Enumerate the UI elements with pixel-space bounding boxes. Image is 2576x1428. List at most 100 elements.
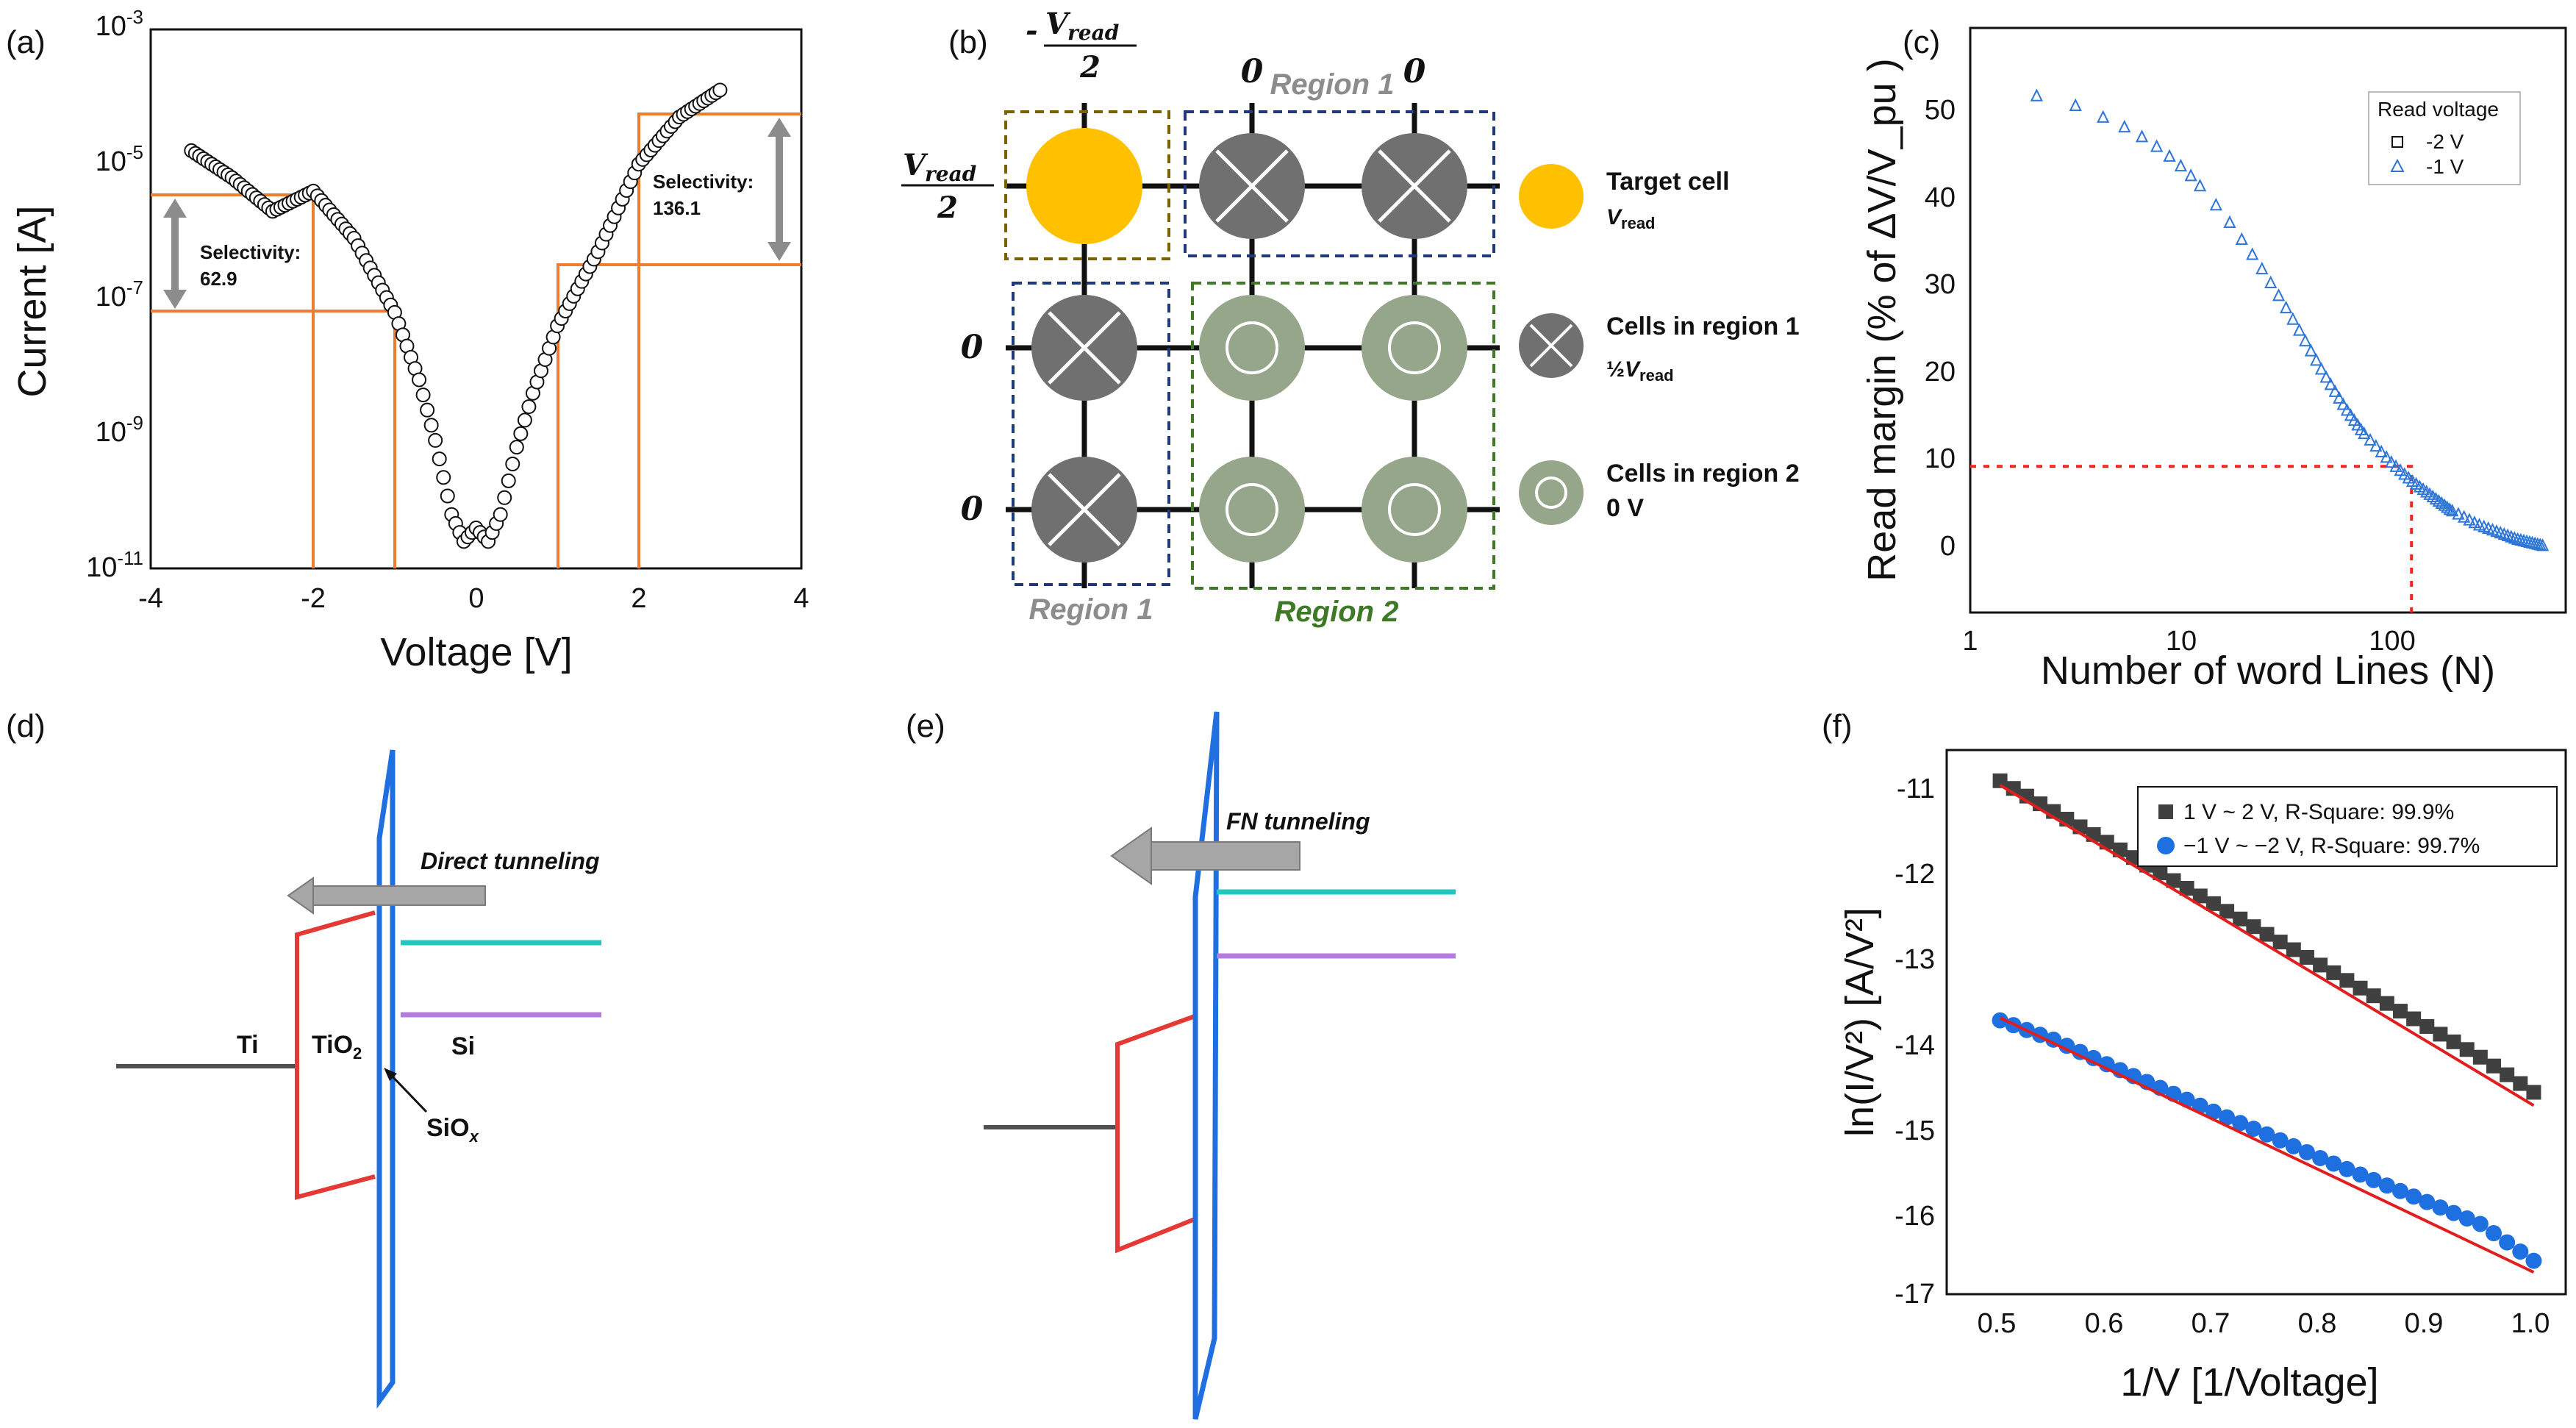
c-legend-item-1: -2 V bbox=[2426, 130, 2464, 153]
f-data-point bbox=[2445, 1204, 2462, 1221]
d-tunnel-arrow-head bbox=[287, 877, 314, 915]
c-data-point bbox=[2319, 370, 2333, 383]
a-sel-left-label: Selectivity: bbox=[200, 241, 301, 263]
f-data-point bbox=[2378, 1177, 2395, 1194]
c-xlabel: Number of word Lines (N) bbox=[2041, 649, 2495, 693]
svg-text:V: V bbox=[1045, 7, 1071, 41]
c-data-point bbox=[2235, 232, 2248, 246]
e-tio2-conduction bbox=[1115, 1014, 1196, 1127]
c-data-point bbox=[2272, 288, 2286, 301]
c-data-point bbox=[2394, 463, 2407, 476]
f-data-point bbox=[2219, 1109, 2236, 1126]
a-data-point bbox=[415, 388, 431, 403]
c-data-point bbox=[2380, 450, 2393, 463]
c-data-point bbox=[2432, 493, 2446, 507]
c-data-point bbox=[2358, 426, 2371, 440]
c-data-point bbox=[2443, 501, 2456, 515]
c-data-point bbox=[2446, 504, 2459, 517]
panel-d: (d) Direct tunneling Ti TiO2 Si SiOx bbox=[6, 708, 601, 1409]
a-sel-right-label: Selectivity: bbox=[653, 171, 754, 193]
b-region2-cell bbox=[1199, 457, 1305, 563]
b-target-cell bbox=[1026, 128, 1142, 244]
panel-f-y-ticks: -11 -12 -13 -14 -15 -16 -17 bbox=[1895, 774, 1935, 1310]
b-region1-label-top: Region 1 bbox=[1270, 68, 1395, 101]
b-legend-region2-v: 0 V bbox=[1606, 494, 1644, 522]
f-legend-item-1: 1 V ~ 2 V, R-Square: 99.9% bbox=[2183, 800, 2454, 824]
f-xtick: 0.9 bbox=[2405, 1308, 2444, 1339]
c-data-point bbox=[2299, 333, 2312, 347]
c-xtick: 10 bbox=[2166, 626, 2197, 657]
d-ti-label: Ti bbox=[237, 1031, 259, 1059]
c-data-point bbox=[2118, 119, 2131, 133]
a-data-point bbox=[513, 426, 529, 441]
a-data-point bbox=[501, 473, 516, 488]
f-data-point bbox=[2272, 935, 2288, 950]
c-data-point bbox=[2097, 110, 2110, 123]
c-legend-square-marker bbox=[2391, 136, 2403, 148]
a-arrow-right-head-down bbox=[768, 242, 791, 261]
d-tio2-label: TiO2 bbox=[312, 1031, 362, 1063]
a-arrow-left-head-up bbox=[163, 199, 187, 218]
c-data-point bbox=[2336, 397, 2350, 410]
a-xtick-4: 2 bbox=[631, 583, 646, 614]
a-ytick-2: 10-5 bbox=[96, 141, 143, 177]
f-legend-item-2: −1 V ~ −2 V, R-Square: 99.7% bbox=[2183, 834, 2480, 858]
a-data-point bbox=[509, 440, 524, 455]
c-data-point bbox=[2184, 168, 2197, 182]
a-selectivity-arrows bbox=[163, 118, 791, 309]
svg-text:read: read bbox=[1067, 21, 1119, 45]
panel-c: (c) 0 10 20 30 40 50 1 10 100 Number of … bbox=[1860, 24, 2567, 693]
c-data-point bbox=[2511, 532, 2525, 545]
b-region2-cell bbox=[1362, 295, 1467, 401]
a-guide-p1 bbox=[557, 263, 801, 568]
b-col-label-zero-2: 0 bbox=[1403, 53, 1426, 90]
d-arrow-text: Direct tunneling bbox=[421, 848, 600, 874]
f-xtick: 0.6 bbox=[2085, 1308, 2124, 1339]
c-data-point bbox=[2264, 275, 2278, 289]
c-data-point bbox=[2304, 343, 2318, 357]
c-data-point bbox=[2508, 531, 2521, 544]
c-data-point bbox=[2536, 538, 2550, 551]
a-data-point bbox=[521, 399, 537, 415]
f-data-point bbox=[2205, 896, 2221, 911]
c-ytick: 20 bbox=[1925, 357, 1956, 388]
f-data-point bbox=[2433, 1027, 2448, 1042]
c-data-point bbox=[2174, 158, 2188, 172]
f-data-point bbox=[2525, 1252, 2542, 1269]
f-data-point bbox=[2339, 973, 2355, 988]
b-target-box bbox=[1004, 110, 1170, 260]
f-data-point bbox=[2472, 1049, 2488, 1065]
f-fit-line bbox=[1999, 1016, 2535, 1274]
c-legend-title: Read voltage bbox=[2378, 98, 2499, 121]
f-data-point bbox=[2406, 1011, 2422, 1027]
f-ytick: -13 bbox=[1895, 944, 1935, 975]
f-data-point bbox=[2500, 1067, 2515, 1082]
c-data-point bbox=[2468, 515, 2481, 529]
panel-f: (f) -11 -12 -13 -14 -15 -16 -17 0.5 0.6 … bbox=[1822, 708, 2567, 1404]
c-data-point bbox=[2286, 312, 2300, 325]
b-region2-label: Region 2 bbox=[1275, 596, 1399, 628]
panel-f-label: (f) bbox=[1822, 708, 1853, 744]
f-data-point bbox=[2512, 1243, 2529, 1260]
d-tunnel-arrow-shaft bbox=[308, 885, 486, 906]
c-data-point bbox=[2246, 247, 2259, 260]
a-data-point bbox=[712, 82, 728, 98]
c-data-point bbox=[2435, 496, 2448, 509]
f-data-point bbox=[2419, 1193, 2436, 1210]
f-data-point bbox=[2179, 880, 2194, 896]
f-data-point bbox=[2258, 1126, 2275, 1143]
panel-c-x-ticks: 1 10 100 bbox=[1962, 626, 2415, 657]
f-data-point bbox=[2219, 904, 2235, 919]
f-ytick: -17 bbox=[1895, 1279, 1935, 1310]
b-region2-cell bbox=[1362, 457, 1467, 563]
f-data-point bbox=[2259, 927, 2275, 942]
f-legend-box bbox=[2137, 786, 2558, 867]
a-guide-m1 bbox=[151, 310, 396, 568]
a-ytick-1: 10-3 bbox=[96, 6, 143, 42]
b-legend-target-title: Target cell bbox=[1606, 168, 1730, 196]
c-data-point bbox=[2369, 438, 2383, 452]
c-data-point bbox=[2135, 129, 2149, 143]
c-data-point bbox=[2458, 510, 2471, 523]
c-data-point bbox=[2069, 98, 2082, 111]
